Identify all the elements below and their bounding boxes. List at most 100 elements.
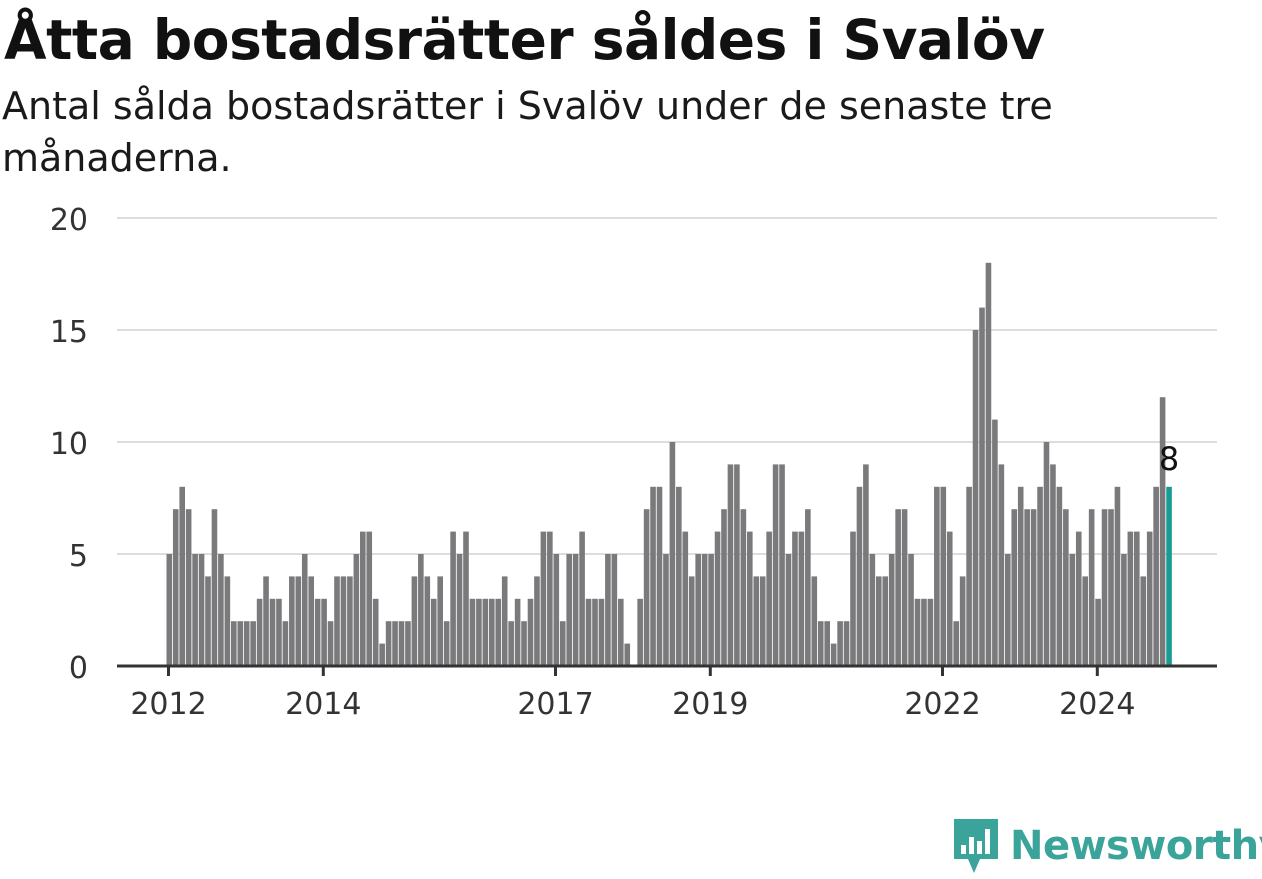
- chart-title: Åtta bostadsrätter såldes i Svalöv: [4, 8, 1045, 72]
- bar: [469, 598, 476, 666]
- bar: [650, 486, 656, 666]
- bar: [372, 598, 379, 666]
- bar: [914, 598, 921, 666]
- bar-chart: 0 5 10 15 20 8 2012 2014 2017 2019 2022 2024: [50, 203, 1217, 722]
- bar: [953, 621, 959, 666]
- x-tick-label: 2024: [1059, 687, 1135, 722]
- bar: [688, 576, 695, 666]
- y-tick-label: 10: [50, 427, 88, 462]
- bar: [695, 554, 701, 666]
- bar: [179, 486, 185, 666]
- bar: [547, 531, 553, 666]
- bar: [321, 598, 327, 666]
- bar: [437, 576, 443, 666]
- bar: [269, 598, 276, 666]
- bar: [772, 464, 779, 666]
- bar: [1050, 464, 1056, 666]
- bar: [908, 554, 914, 666]
- bar: [998, 464, 1005, 666]
- bar: [888, 554, 895, 666]
- bar: [289, 576, 295, 666]
- bar: [876, 576, 882, 666]
- bar: [753, 576, 760, 666]
- bar: [598, 598, 605, 666]
- newsworthy-logo-icon: [954, 819, 998, 873]
- x-tick-label: 2012: [130, 687, 206, 722]
- bar: [766, 531, 772, 666]
- bar: [295, 576, 302, 666]
- bar: [360, 531, 366, 666]
- bar: [559, 621, 566, 666]
- bar: [1017, 486, 1024, 666]
- bar: [1159, 397, 1166, 666]
- bar: [946, 531, 953, 666]
- bar: [805, 509, 811, 666]
- bar: [972, 330, 979, 666]
- bar: [721, 509, 727, 666]
- bar: [1146, 531, 1153, 666]
- bar: [218, 554, 224, 666]
- data-label: 8: [1159, 440, 1179, 478]
- bar: [1037, 486, 1043, 666]
- bar: [863, 464, 869, 666]
- bar: [308, 576, 314, 666]
- bar: [979, 307, 985, 666]
- bar: [701, 554, 708, 666]
- bar: [566, 554, 572, 666]
- bar: [166, 554, 173, 666]
- y-tick-label: 0: [69, 651, 88, 686]
- chart-subtitle: Antal sålda bostadsrätter i Svalöv under…: [2, 84, 1053, 180]
- bar: [592, 598, 598, 666]
- bar: [605, 554, 611, 666]
- bar: [282, 621, 289, 666]
- bar: [856, 486, 863, 666]
- bar: [224, 576, 231, 666]
- bar: [237, 621, 244, 666]
- bar: [927, 598, 934, 666]
- bar: [618, 598, 624, 666]
- bar: [714, 531, 721, 666]
- bar: [843, 621, 850, 666]
- bar: [869, 554, 876, 666]
- bar: [508, 621, 514, 666]
- bar: [379, 643, 385, 666]
- bar: [1005, 554, 1011, 666]
- bar: [940, 486, 947, 666]
- bar: [263, 576, 269, 666]
- bar: [817, 621, 824, 666]
- bar: [256, 598, 263, 666]
- bar: [1121, 554, 1127, 666]
- y-tick-label: 20: [50, 203, 88, 238]
- bar: [1024, 509, 1030, 666]
- bar: [850, 531, 856, 666]
- bar: [495, 598, 502, 666]
- newsworthy-logo: Newsworthy: [950, 815, 1262, 877]
- bar: [340, 576, 347, 666]
- bar: [211, 509, 218, 666]
- bar: [521, 621, 527, 666]
- bar: [785, 554, 792, 666]
- bar: [727, 464, 734, 666]
- bar: [185, 509, 192, 666]
- bar: [385, 621, 392, 666]
- bar: [1011, 509, 1018, 666]
- bar: [624, 643, 631, 666]
- y-tick-label: 5: [69, 539, 88, 574]
- bar: [501, 576, 508, 666]
- bar: [463, 531, 469, 666]
- bar: [1134, 531, 1140, 666]
- bar: [314, 598, 321, 666]
- bar: [430, 598, 437, 666]
- bar: [192, 554, 198, 666]
- bar: [1153, 486, 1159, 666]
- bar: [572, 554, 579, 666]
- bar: [424, 576, 431, 666]
- bar: [1088, 509, 1095, 666]
- bar: [895, 509, 901, 666]
- x-tick-label: 2017: [517, 687, 593, 722]
- bar: [172, 509, 179, 666]
- bar: [934, 486, 940, 666]
- bar: [489, 598, 495, 666]
- bar: [1056, 486, 1063, 666]
- bar: [637, 598, 643, 666]
